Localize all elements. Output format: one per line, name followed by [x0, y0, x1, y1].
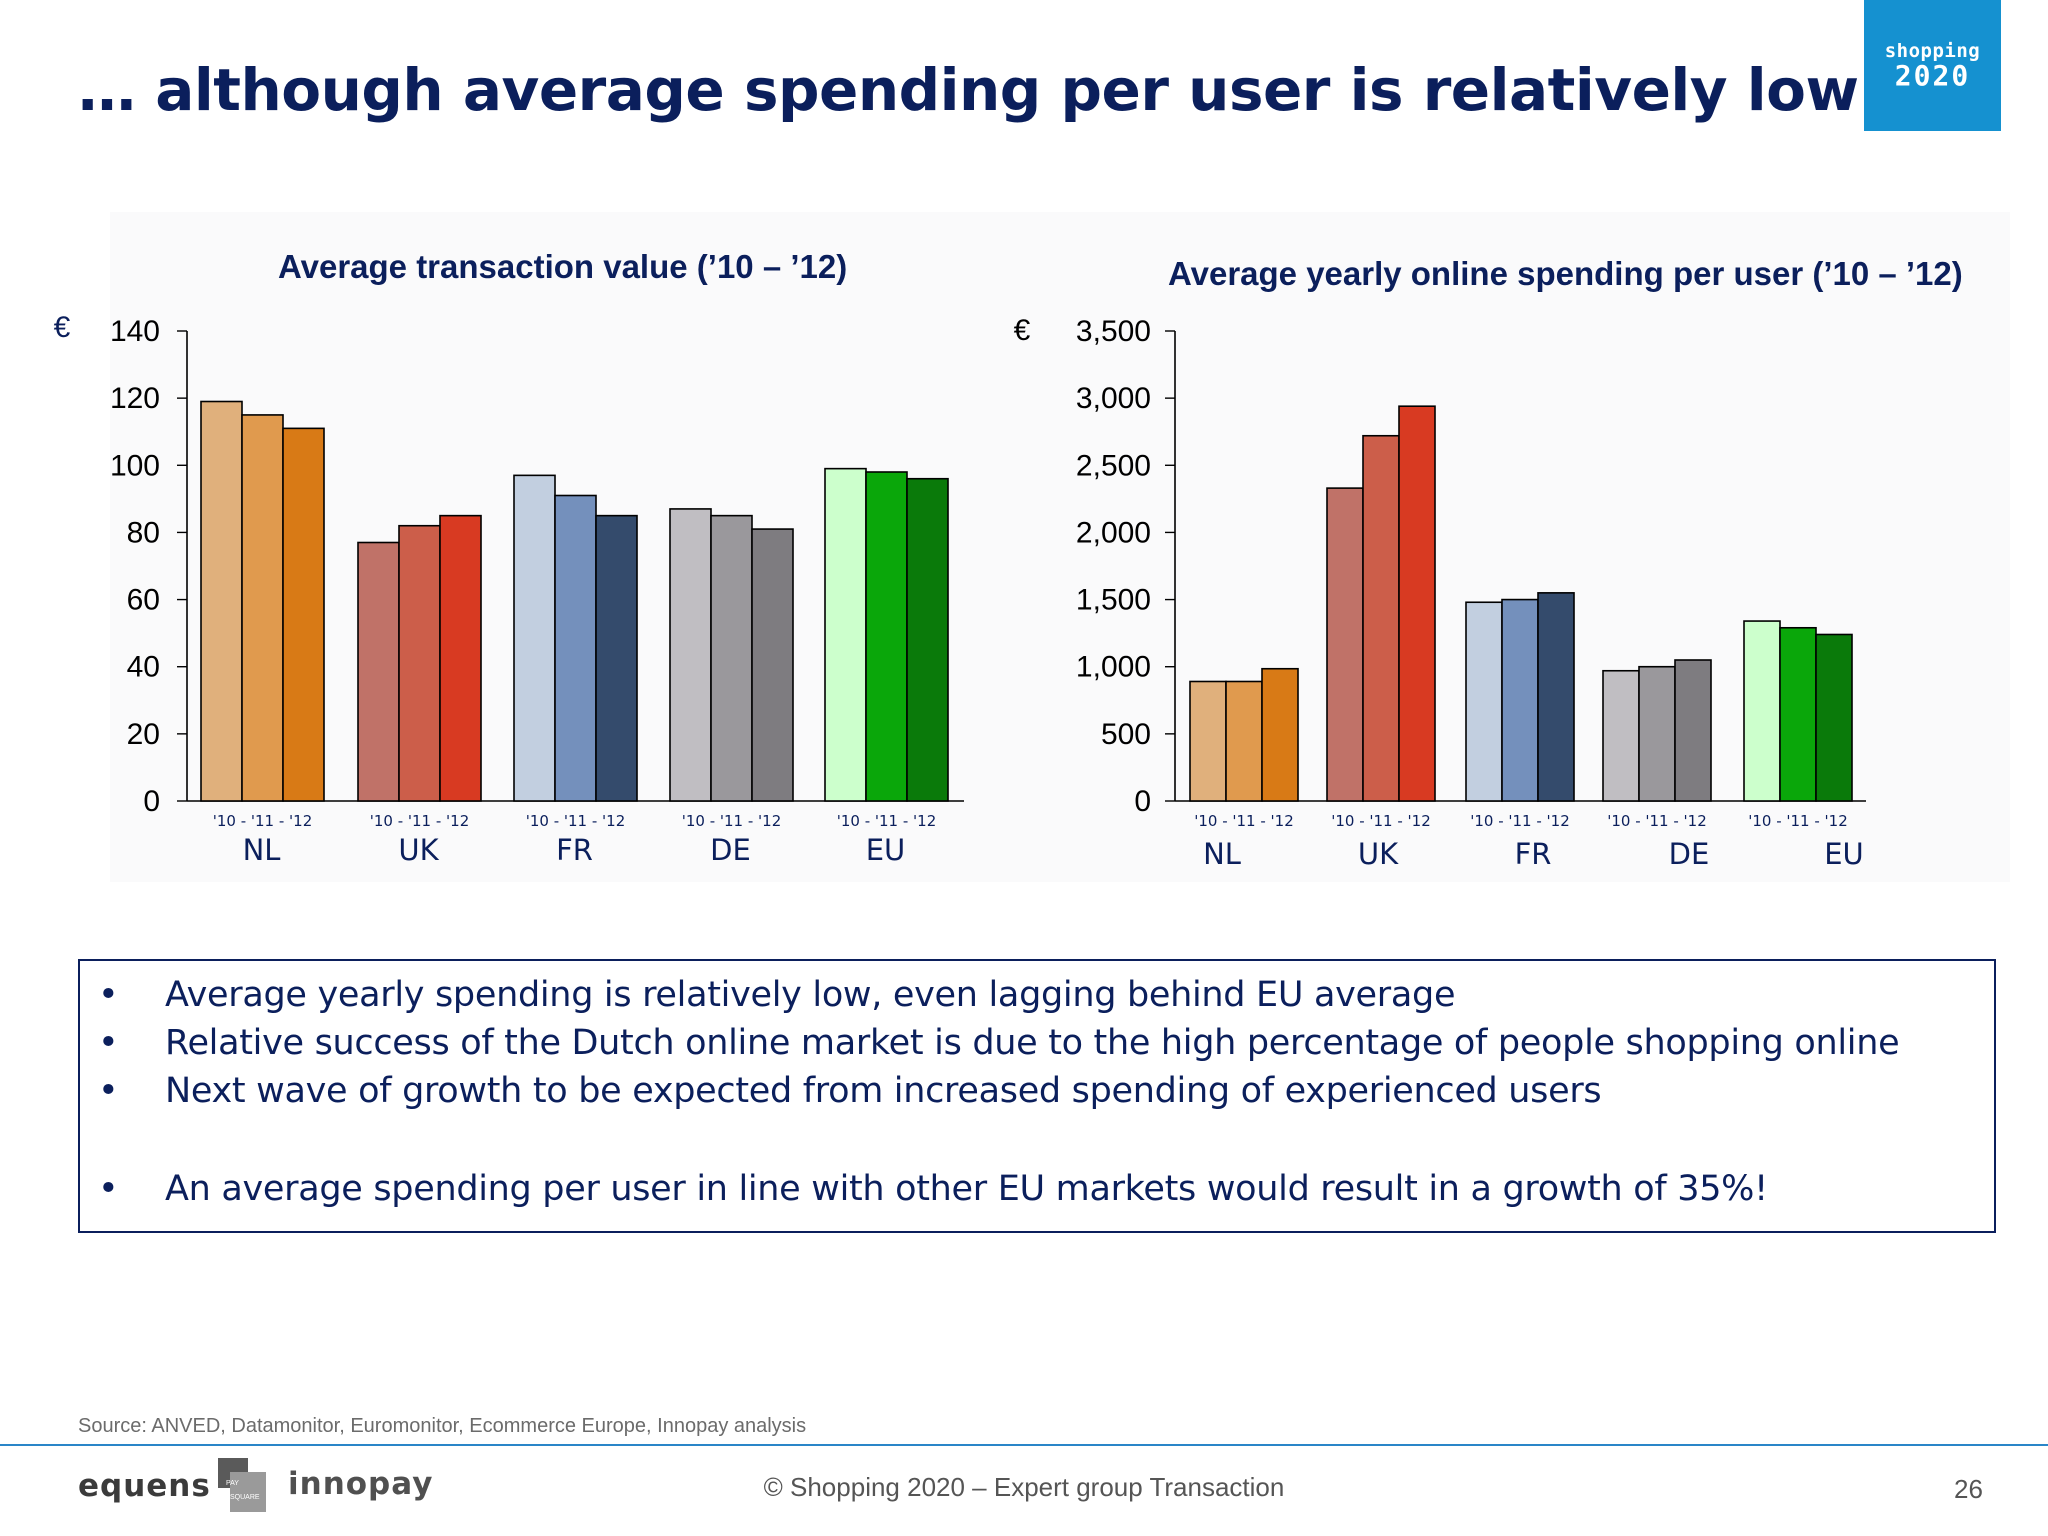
chart1-y-tick-label: 80 — [127, 516, 160, 549]
chart2-category-label: FR — [1515, 837, 1552, 871]
chart2-y-tick-label: 3,000 — [1076, 382, 1151, 415]
bullet-item: • Next wave of growth to be expected fro… — [80, 1071, 1994, 1119]
chart2-year-label: '10 - '11 - '12 — [1607, 812, 1707, 830]
bullet-item: • Relative success of the Dutch online m… — [80, 1023, 1994, 1071]
chart1-y-tick-label: 140 — [110, 315, 160, 348]
innopay-logo: innopay — [288, 1466, 434, 1502]
chart2-y-tick-label: 2,000 — [1076, 516, 1151, 549]
bullet-text: An average spending per user in line wit… — [165, 1169, 1768, 1209]
chart2-bar — [1465, 601, 1503, 802]
chart2-category-label: EU — [1824, 837, 1864, 871]
page-number: 26 — [1954, 1474, 1983, 1504]
chart1-bar — [710, 514, 753, 802]
bullet-text: Relative success of the Dutch online mar… — [165, 1023, 1900, 1063]
chart1-y-tick-label: 20 — [127, 718, 160, 751]
chart2-year-label: '10 - '11 - '12 — [1331, 812, 1431, 830]
chart1-y-tick-label: 0 — [143, 785, 160, 818]
chart2-bar — [1326, 487, 1364, 802]
chart1-year-label: '10 - '11 - '12 — [682, 812, 782, 830]
chart1-bar — [398, 524, 441, 802]
chart1-year-label: '10 - '11 - '12 — [526, 812, 626, 830]
bullet-marker: • — [98, 975, 119, 1015]
bullet-item: • An average spending per user in line w… — [80, 1169, 1994, 1217]
chart1-y-tick-label: 120 — [110, 382, 160, 415]
chart1-bar — [669, 508, 712, 802]
chart1-title: Average transaction value (’10 – ’12) — [278, 248, 848, 285]
chart2-y-tick-label: 3,500 — [1076, 315, 1151, 348]
chart1-year-label: '10 - '11 - '12 — [837, 812, 937, 830]
chart1-bar — [357, 541, 400, 802]
chart2-y-tick-label: 2,500 — [1076, 449, 1151, 482]
equens-logo: equens — [78, 1468, 211, 1504]
chart1-bar — [595, 514, 638, 802]
bullet-marker: • — [98, 1169, 119, 1209]
bullet-item: • Average yearly spending is relatively … — [80, 975, 1994, 1023]
key-findings-box: • Average yearly spending is relatively … — [78, 959, 1996, 1233]
chart2-y-tick-label: 500 — [1101, 718, 1151, 751]
chart1-y-tick-label: 100 — [110, 449, 160, 482]
chart2-yearly-spending-per-user: 0 500 1,000 1,500 2,000 2,500 3,000 3,500 € '10 -… — [1014, 314, 1866, 871]
paysquare-logo: PAY SQUARE — [218, 1458, 268, 1512]
chart2-bar — [1501, 598, 1539, 802]
chart2-bar — [1602, 669, 1640, 802]
chart2-bar — [1398, 405, 1436, 802]
bullet-marker: • — [98, 1023, 119, 1063]
paysquare-logo-text-1: PAY — [226, 1480, 239, 1487]
paysquare-logo-text-2: SQUARE — [230, 1494, 260, 1501]
chart1-bar — [439, 514, 482, 802]
shopping-2020-logo: shopping 2020 — [1864, 0, 2001, 131]
chart2-year-label: '10 - '11 - '12 — [1748, 812, 1848, 830]
chart2-bar — [1261, 667, 1299, 802]
chart1-unit-label: € — [54, 311, 71, 344]
chart2-y-tick-label: 1,000 — [1076, 651, 1151, 684]
slide-title: … although average spending per user is … — [78, 56, 1859, 124]
chart2-unit-label: € — [1014, 314, 1031, 347]
logo-text-line1: shopping — [1884, 39, 1981, 62]
chart2-year-label: '10 - '11 - '12 — [1194, 812, 1294, 830]
chart2-category-label: DE — [1669, 837, 1710, 871]
chart2-year-label: '10 - '11 - '12 — [1470, 812, 1570, 830]
chart1-category-label: NL — [243, 833, 281, 867]
chart2-bar — [1362, 434, 1400, 802]
footer-divider — [0, 1444, 2048, 1446]
chart2-category-label: NL — [1203, 837, 1241, 871]
chart1-y-tick-label: 40 — [127, 651, 160, 684]
chart1-bar — [513, 474, 556, 802]
chart2-y-tick-label: 1,500 — [1076, 584, 1151, 617]
chart2-bar — [1225, 680, 1263, 802]
bullet-text: Average yearly spending is relatively lo… — [165, 975, 1456, 1015]
chart1-category-label: DE — [710, 833, 751, 867]
chart1-bar — [906, 477, 949, 802]
logo-text-line2: 2020 — [1894, 58, 1971, 92]
chart1-year-label: '10 - '11 - '12 — [213, 812, 313, 830]
chart1-category-label: EU — [866, 833, 906, 867]
chart2-bar — [1638, 665, 1676, 802]
chart1-bar — [241, 414, 284, 802]
chart2-bar — [1779, 626, 1817, 802]
chart2-bar — [1537, 592, 1575, 802]
source-note: Source: ANVED, Datamonitor, Euromonitor,… — [78, 1415, 807, 1437]
chart2-title: Average yearly online spending per user … — [1168, 255, 1963, 292]
chart2-y-tick-label: 0 — [1134, 785, 1151, 818]
chart1-y-tick-label: 60 — [127, 584, 160, 617]
chart1-bar — [824, 467, 867, 802]
bullet-text: Next wave of growth to be expected from … — [165, 1071, 1602, 1111]
chart1-bar — [554, 494, 597, 802]
chart2-bar — [1674, 659, 1712, 802]
chart2-bar — [1743, 620, 1781, 802]
chart2-bar — [1815, 633, 1853, 802]
bullet-marker: • — [98, 1071, 119, 1111]
chart2-bar — [1189, 680, 1227, 802]
chart1-bar — [282, 427, 325, 802]
chart1-bar — [751, 528, 794, 802]
chart2-category-label: UK — [1358, 837, 1399, 871]
chart1-year-label: '10 - '11 - '12 — [370, 812, 470, 830]
chart1-avg-transaction-value: 0 20 40 60 80 100 120 140 € '10 - '11 - '12 NL '10 … — [54, 311, 964, 867]
chart1-category-label: UK — [398, 833, 439, 867]
footer-copyright: © Shopping 2020 – Expert group Transacti… — [763, 1472, 1285, 1502]
chart1-category-label: FR — [556, 833, 593, 867]
